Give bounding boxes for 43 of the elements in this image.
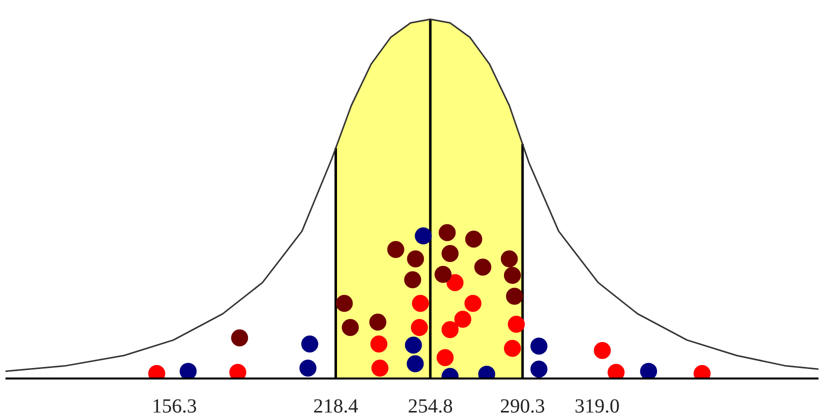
point [410, 319, 428, 336]
point [442, 245, 459, 262]
point [464, 294, 482, 312]
x-tick-label: 218.4 [313, 396, 358, 415]
x-tick-label: 290.3 [500, 396, 546, 415]
point [500, 250, 518, 268]
point [594, 342, 611, 359]
point [508, 316, 525, 333]
point [229, 364, 246, 378]
point [406, 355, 424, 372]
point [530, 360, 548, 378]
point [474, 258, 492, 276]
point [369, 314, 386, 331]
point [414, 227, 432, 244]
point [434, 266, 452, 283]
point [387, 241, 404, 258]
point [342, 319, 359, 336]
point [446, 274, 464, 292]
x-tick-label: 156.3 [152, 396, 197, 415]
point [404, 271, 422, 288]
point [371, 360, 388, 377]
point [640, 362, 658, 378]
x-tick-label: 254.8 [408, 396, 453, 415]
point [530, 338, 548, 355]
point [412, 294, 429, 312]
point [438, 224, 456, 242]
point [180, 362, 197, 378]
point [442, 321, 459, 338]
point [299, 360, 316, 377]
x-tick-label: 319.0 [574, 396, 620, 415]
point [504, 340, 521, 357]
point [506, 288, 523, 305]
point [454, 310, 472, 328]
point [436, 349, 454, 366]
point [301, 336, 318, 352]
point [608, 364, 625, 378]
point [404, 336, 422, 354]
point [407, 250, 424, 268]
point [504, 266, 521, 284]
point [465, 230, 482, 248]
point [370, 336, 388, 352]
point [336, 294, 353, 312]
point [231, 329, 248, 346]
